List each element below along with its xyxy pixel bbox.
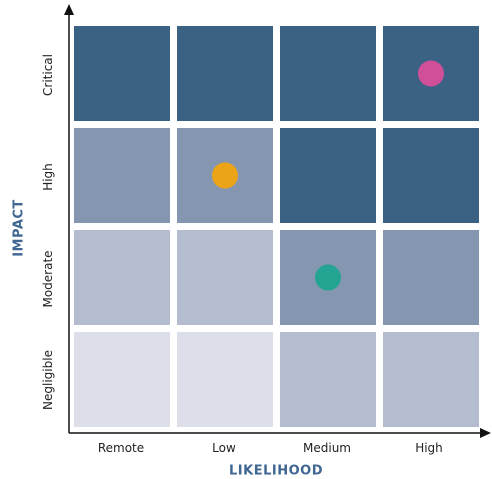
cell-negligible-remote: [74, 332, 170, 427]
row-label-moderate: Moderate: [41, 250, 55, 308]
cell-moderate-high: [383, 230, 479, 325]
column-label-medium: Medium: [303, 441, 351, 455]
risk-markers: [212, 60, 444, 291]
row-label-negligible: Negligible: [41, 350, 55, 410]
row-label-high: High: [41, 163, 55, 191]
cell-moderate-low: [177, 230, 273, 325]
cell-critical-low: [177, 26, 273, 121]
column-label-high: High: [415, 441, 443, 455]
cell-negligible-medium: [280, 332, 376, 427]
cell-critical-remote: [74, 26, 170, 121]
cell-high-high: [383, 128, 479, 223]
cell-critical-medium: [280, 26, 376, 121]
cell-high-remote: [74, 128, 170, 223]
impact-axis-title: IMPACT: [11, 199, 27, 257]
x-axis-arrow-icon: [480, 428, 491, 438]
risk-marker-moderate-medium: [315, 264, 341, 291]
matrix-cells: [74, 26, 479, 427]
cell-negligible-low: [177, 332, 273, 427]
row-label-critical: Critical: [41, 54, 55, 96]
column-label-low: Low: [212, 441, 236, 455]
cell-high-medium: [280, 128, 376, 223]
cell-negligible-high: [383, 332, 479, 427]
likelihood-axis-title: LIKELIHOOD: [229, 463, 323, 479]
risk-marker-high-low: [212, 162, 238, 189]
cell-moderate-remote: [74, 230, 170, 325]
risk-marker-critical-high: [418, 60, 444, 87]
y-axis-arrow-icon: [64, 4, 74, 15]
column-label-remote: Remote: [97, 441, 145, 455]
